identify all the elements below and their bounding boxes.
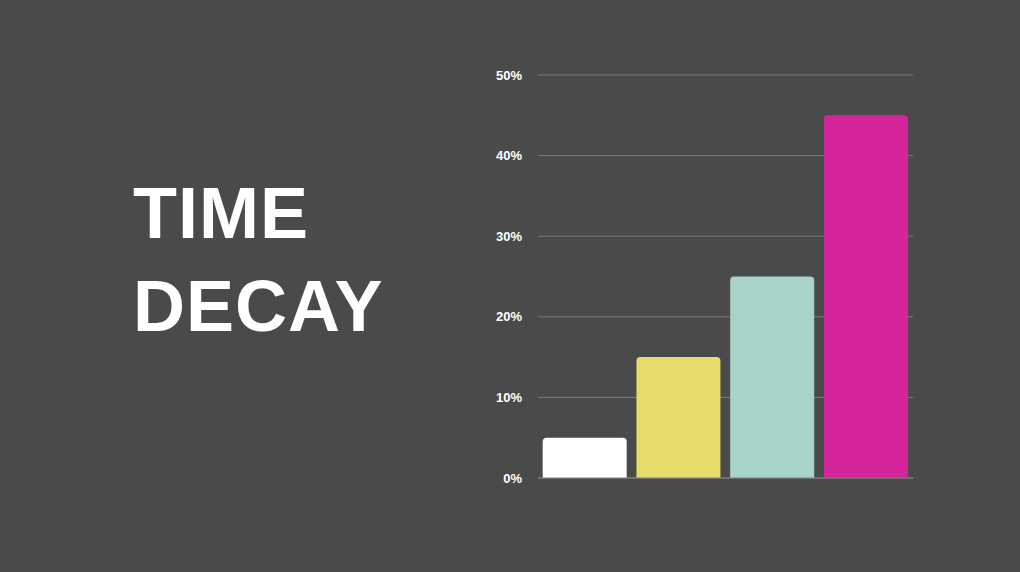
svg-text:30%: 30% <box>496 229 522 244</box>
html-text:TIME: TIME <box>133 173 309 253</box>
svg-text:0%: 0% <box>503 471 522 486</box>
html-text:DECAY: DECAY <box>133 266 384 346</box>
svg-text:50%: 50% <box>496 68 522 83</box>
svg-text:20%: 20% <box>496 309 522 324</box>
svg-text:40%: 40% <box>496 148 522 163</box>
svg-text:10%: 10% <box>496 390 522 405</box>
